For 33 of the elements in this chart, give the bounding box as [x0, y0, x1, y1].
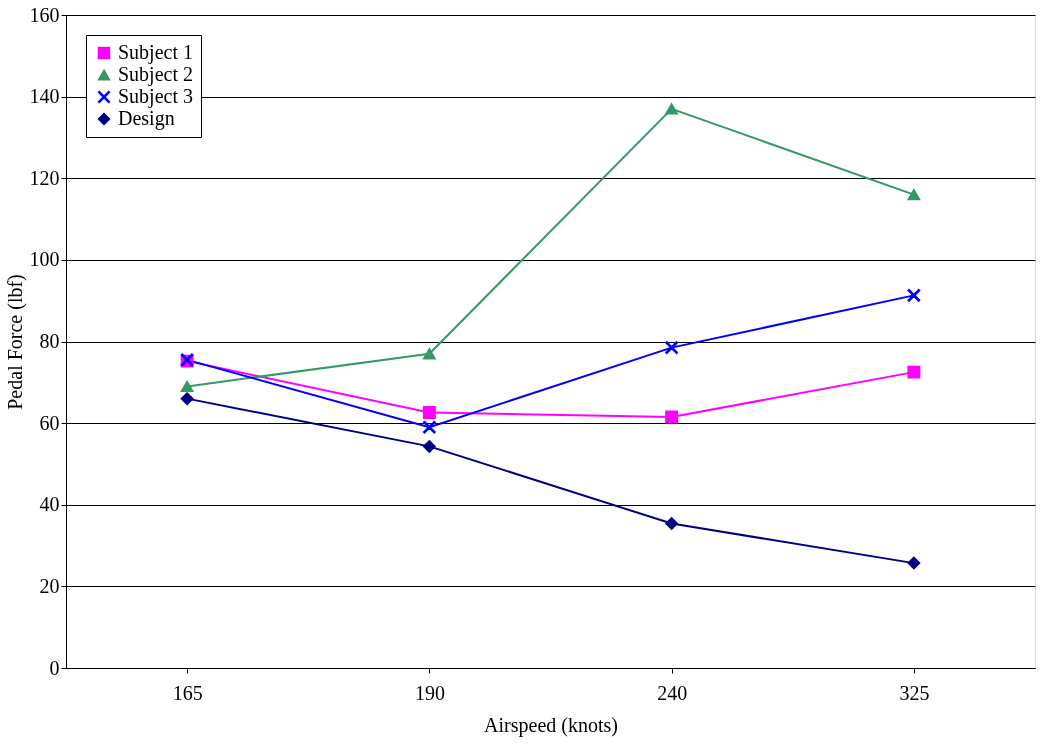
point: [180, 380, 194, 393]
point: [665, 517, 679, 530]
y-tick-label: 120: [29, 166, 60, 189]
y-tick-label: 80: [39, 330, 60, 352]
point: [665, 341, 679, 355]
point: [422, 406, 436, 419]
y-tick-label: 100: [29, 248, 60, 271]
x-tick-label: 325: [899, 681, 930, 704]
point: [422, 348, 436, 360]
y-tick-label: 20: [39, 574, 60, 597]
point: [665, 103, 679, 115]
y-tick-label: 40: [39, 493, 60, 516]
x-tick-label: 165: [172, 681, 203, 704]
y-tick-label: 140: [29, 85, 60, 108]
point: [665, 410, 679, 424]
point: [907, 365, 921, 379]
point: [907, 288, 921, 302]
y-axis-title: Pedal Force (lbf): [3, 274, 27, 410]
x-axis-title: Airspeed (knots): [484, 713, 618, 737]
point: [180, 392, 194, 406]
y-tick-label: 60: [39, 411, 60, 434]
point: [422, 439, 436, 453]
y-tick-label: 160: [29, 3, 60, 26]
point: [907, 188, 921, 201]
legend-label: Subject 3: [118, 85, 193, 108]
x-tick-label: 190: [414, 681, 445, 704]
legend-label: Subject 2: [118, 63, 193, 86]
y-tick-label: 0: [49, 656, 60, 679]
legend-label: Design: [118, 107, 175, 130]
point: [907, 556, 921, 570]
legend-label: Subject 1: [118, 41, 193, 64]
point: [422, 420, 436, 434]
x-tick-label: 240: [657, 681, 688, 704]
